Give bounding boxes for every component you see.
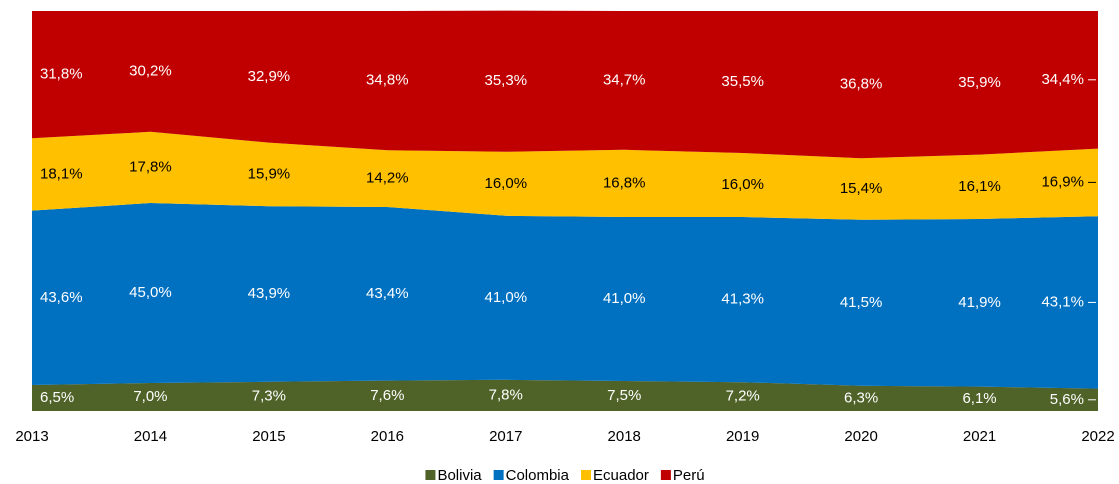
data-label: 34,8% — [366, 72, 409, 89]
data-label: 16,9% — [1041, 173, 1084, 190]
x-tick-label: 2021 — [963, 428, 996, 445]
x-tick-label: 2013 — [15, 428, 48, 445]
area — [32, 10, 1098, 159]
data-label: 16,0% — [485, 175, 528, 192]
data-label: 41,5% — [840, 294, 883, 311]
data-label: 31,8% — [40, 66, 83, 83]
data-label: 15,4% — [840, 180, 883, 197]
legend: Bolivia Colombia Ecuador Perú — [425, 467, 705, 484]
data-label: 16,8% — [603, 174, 646, 191]
data-label: 32,9% — [248, 68, 291, 85]
data-label: 7,5% — [607, 387, 641, 404]
data-label: 34,4% — [1041, 71, 1084, 88]
x-tick-label: 2020 — [844, 428, 877, 445]
legend-swatch — [425, 470, 436, 480]
data-label: 6,1% — [962, 390, 996, 407]
x-tick-label: 2014 — [134, 428, 167, 445]
data-label: 30,2% — [129, 62, 172, 79]
data-label: 41,3% — [721, 291, 764, 308]
data-label: 41,9% — [958, 294, 1001, 311]
x-tick-label: 2019 — [726, 428, 759, 445]
legend-label: Ecuador — [593, 467, 649, 484]
data-label: 36,8% — [840, 76, 883, 93]
data-label: 35,9% — [958, 74, 1001, 91]
x-tick-label: 2015 — [252, 428, 285, 445]
legend-swatch — [493, 470, 504, 480]
data-label: 18,1% — [40, 165, 83, 182]
legend-swatch — [660, 470, 671, 480]
data-label: 35,3% — [485, 72, 528, 89]
data-label: 43,4% — [366, 285, 409, 302]
area — [32, 379, 1098, 411]
data-label: 16,1% — [958, 178, 1001, 195]
data-label: 41,0% — [485, 289, 528, 306]
data-label: 45,0% — [129, 284, 172, 301]
data-label: 7,0% — [133, 388, 167, 405]
area — [32, 131, 1098, 220]
data-label: 43,6% — [40, 289, 83, 306]
data-label: 7,6% — [370, 387, 404, 404]
data-label: 7,2% — [726, 388, 760, 405]
legend-label: Colombia — [506, 467, 570, 484]
x-tick-label: 2022 — [1081, 428, 1114, 445]
x-tick-label: 2017 — [489, 428, 522, 445]
data-label: 15,9% — [248, 165, 291, 182]
area — [32, 203, 1098, 389]
x-tick-label: 2016 — [371, 428, 404, 445]
data-label: 7,8% — [489, 386, 523, 403]
data-label: 34,7% — [603, 71, 646, 88]
data-label: 41,0% — [603, 290, 646, 307]
data-label: 35,5% — [721, 73, 764, 90]
data-label: 14,2% — [366, 170, 409, 187]
legend-label: Perú — [673, 467, 705, 484]
legend-swatch — [581, 470, 591, 480]
data-label: 6,5% — [40, 389, 74, 406]
data-label: 17,8% — [129, 158, 172, 175]
data-label: 43,1% — [1041, 293, 1084, 310]
data-label: 6,3% — [844, 389, 878, 406]
data-label: 43,9% — [248, 285, 291, 302]
data-label: 7,3% — [252, 387, 286, 404]
x-tick-label: 2018 — [608, 428, 641, 445]
legend-label: Bolivia — [437, 467, 482, 484]
data-label: 16,0% — [721, 176, 764, 193]
data-label: 5,6% — [1050, 391, 1084, 408]
